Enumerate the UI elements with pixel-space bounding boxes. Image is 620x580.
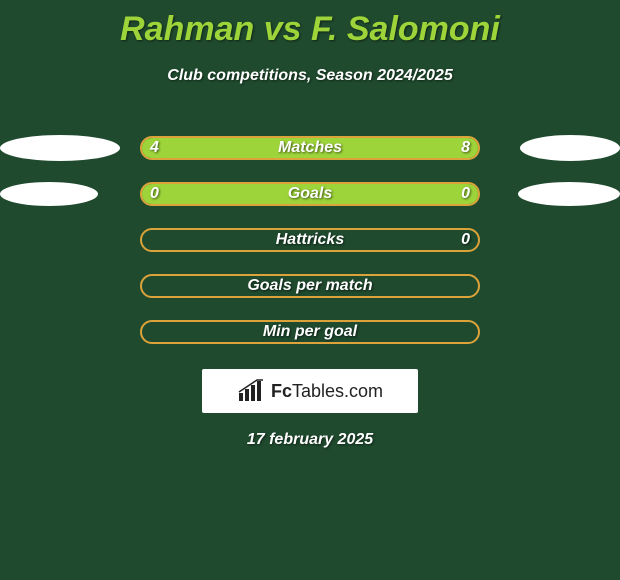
stat-label: Matches xyxy=(142,139,478,157)
stat-bar: Goals0 0 xyxy=(140,182,480,206)
logo-bars-icon xyxy=(237,379,265,403)
stat-row: Matches4 8 xyxy=(0,125,620,171)
stat-label: Goals xyxy=(142,185,478,203)
stat-bar: Min per goal xyxy=(140,320,480,344)
stat-row: Min per goal xyxy=(0,309,620,355)
stat-value-right: 0 xyxy=(461,231,470,249)
stat-row: Hattricks0 xyxy=(0,217,620,263)
stat-value-left: 4 xyxy=(150,139,159,157)
stat-bar: Hattricks0 xyxy=(140,228,480,252)
page-subtitle: Club competitions, Season 2024/2025 xyxy=(0,67,620,85)
stat-value-right: 0 xyxy=(461,185,470,203)
player-indicator-right xyxy=(518,182,620,206)
date-text: 17 february 2025 xyxy=(0,431,620,449)
page-title: Rahman vs F. Salomoni xyxy=(0,0,620,49)
stat-bar: Goals per match xyxy=(140,274,480,298)
stat-value-right: 8 xyxy=(461,139,470,157)
player-indicator-right xyxy=(520,135,620,161)
player-indicator-left xyxy=(0,182,98,206)
stats-rows: Matches48Goals00Hattricks0Goals per matc… xyxy=(0,125,620,355)
logo-text-bold: Fc xyxy=(271,381,292,401)
stat-value-left: 0 xyxy=(150,185,159,203)
player-indicator-left xyxy=(0,135,120,161)
stat-label: Goals per match xyxy=(142,277,478,295)
stat-row: Goals0 0 xyxy=(0,171,620,217)
logo-text-rest: Tables.com xyxy=(292,381,383,401)
logo-box: FcTables.com xyxy=(202,369,418,413)
logo-text: FcTables.com xyxy=(271,381,383,402)
stat-row: Goals per match xyxy=(0,263,620,309)
stat-label: Min per goal xyxy=(142,323,478,341)
stat-bar: Matches4 8 xyxy=(140,136,480,160)
stat-label: Hattricks xyxy=(142,231,478,249)
